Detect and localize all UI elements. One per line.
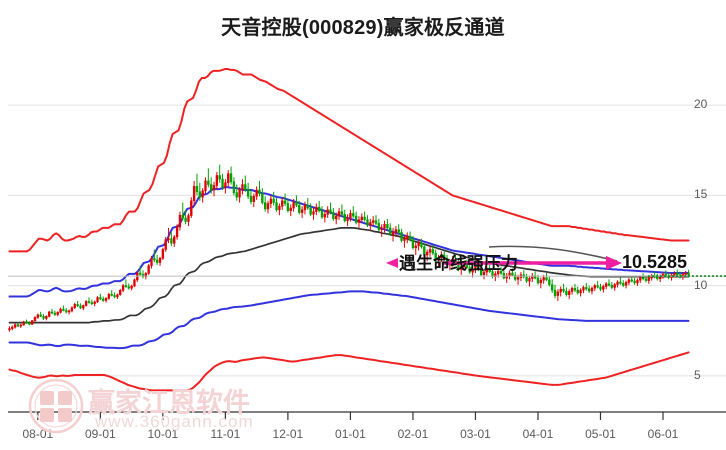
page-title: 天音控股(000829)赢家极反通道 bbox=[221, 17, 505, 39]
x-axis-tick-label: 12-01 bbox=[272, 427, 304, 441]
y-axis-tick-label: 10 bbox=[694, 277, 708, 292]
channel-bands bbox=[8, 68, 690, 392]
x-axis-tick-label: 11-01 bbox=[210, 427, 241, 441]
watermark-url: www.360gann.com bbox=[95, 412, 254, 431]
watermark-brand: 赢家江恩软件 bbox=[88, 388, 250, 418]
x-axis-tick-label: 04-01 bbox=[522, 427, 554, 441]
x-axis-tick-label: 05-01 bbox=[585, 427, 616, 441]
y-axis-tick-label: 5 bbox=[694, 367, 701, 382]
watermark-logo-icon bbox=[28, 378, 84, 434]
axis bbox=[8, 275, 726, 420]
x-axis-tick-label: 03-01 bbox=[460, 427, 491, 441]
candlestick-series bbox=[8, 164, 690, 332]
x-axis-tick-label: 09-01 bbox=[84, 427, 116, 441]
gridlines bbox=[8, 104, 726, 377]
x-axis-tick-label: 10-01 bbox=[147, 427, 179, 441]
current-price-label: 10.5285 bbox=[622, 252, 688, 272]
annotation-arrows bbox=[386, 245, 622, 270]
x-axis-tick-label: 01-01 bbox=[335, 427, 366, 441]
annotation-note: 遇生命线强压力 bbox=[399, 254, 518, 273]
x-axis-tick-label: 06-01 bbox=[647, 427, 679, 441]
x-axis-tick-label: 02-01 bbox=[397, 427, 429, 441]
y-axis-tick-label: 15 bbox=[694, 187, 708, 202]
y-axis-tick-label: 20 bbox=[694, 97, 708, 112]
